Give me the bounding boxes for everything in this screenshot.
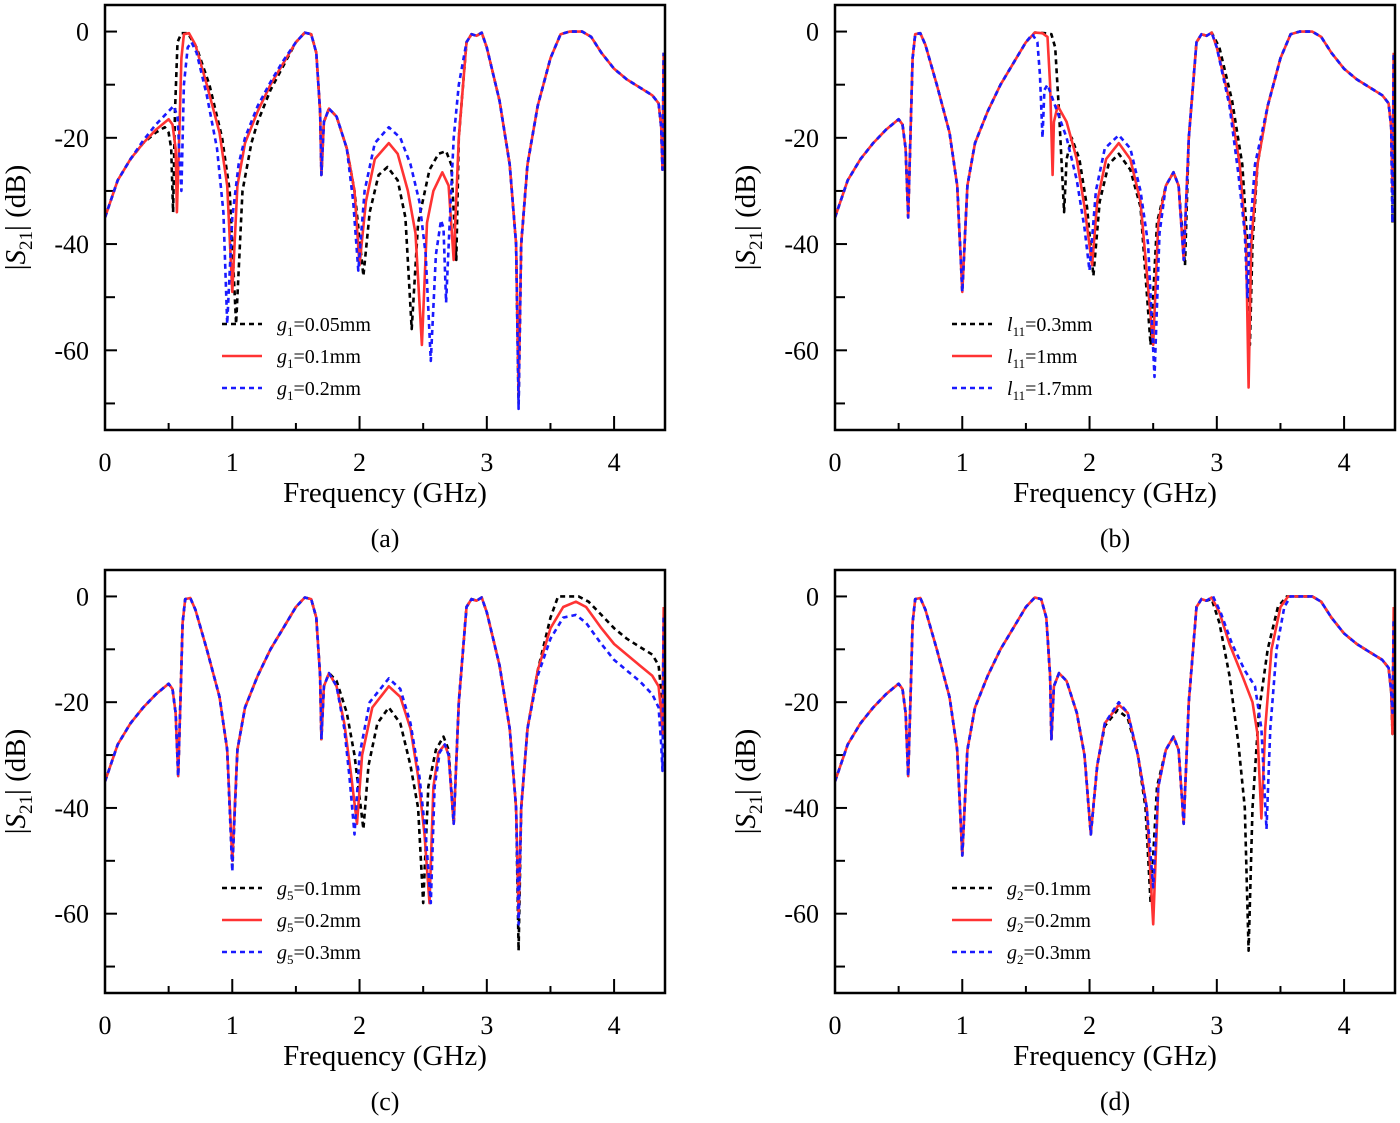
legend-label: g2=0.1mm — [1007, 878, 1091, 903]
legend-label: l11=1.7mm — [1007, 378, 1093, 403]
y-tick-label: -40 — [784, 230, 819, 259]
y-tick-label: -40 — [54, 230, 89, 259]
legend: g1=0.05mm g1=0.1mm g1=0.2mm — [222, 314, 371, 403]
y-tick-label: -60 — [54, 900, 89, 929]
y-tick-label: -20 — [784, 688, 819, 717]
series-line-blue — [105, 596, 665, 926]
legend-label: g2=0.2mm — [1007, 910, 1091, 935]
y-tick-label: -20 — [54, 688, 89, 717]
plot-frame — [833, 568, 1397, 995]
y-tick-label: -40 — [54, 794, 89, 823]
x-tick-label: 1 — [226, 1011, 239, 1040]
x-tick-label: 4 — [608, 1011, 621, 1040]
x-tick-label: 2 — [353, 1011, 366, 1040]
legend-label: l11=0.3mm — [1007, 314, 1093, 339]
x-tick-label: 3 — [480, 1011, 493, 1040]
series-line-blue — [105, 30, 665, 411]
panel-b: 0 1 2 3 4 0 -20 -40 -60 l11=0.3mm l11=1mm l11=1.7mm… — [730, 3, 1397, 553]
panel-caption: (b) — [1100, 524, 1130, 553]
panel-caption: (d) — [1100, 1087, 1130, 1116]
series-line-black — [105, 30, 665, 405]
legend-label: l11=1mm — [1007, 346, 1078, 371]
x-tick-label: 0 — [99, 1011, 112, 1040]
panel-caption: (c) — [371, 1087, 400, 1116]
x-tick-label: 2 — [353, 448, 366, 477]
x-tick-label: 3 — [1210, 1011, 1223, 1040]
x-tick-label: 0 — [829, 1011, 842, 1040]
legend: g2=0.1mm g2=0.2mm g2=0.3mm — [952, 878, 1091, 967]
series-line-blue — [835, 30, 1395, 379]
legend: l11=0.3mm l11=1mm l11=1.7mm — [952, 314, 1093, 403]
panel-d: 0 1 2 3 4 0 -20 -40 -60 g2=0.1mm g2=0.2mm g2=0.3mm F… — [730, 568, 1397, 1116]
x-tick-label: 3 — [1210, 448, 1223, 477]
legend-label: g5=0.2mm — [277, 910, 361, 935]
y-tick-label: -20 — [784, 124, 819, 153]
legend-label: g5=0.3mm — [277, 942, 361, 967]
x-tick-label: 3 — [480, 448, 493, 477]
series-line-black — [835, 30, 1395, 347]
y-axis-label: |S21| (dB) — [0, 729, 37, 835]
x-tick-label: 4 — [608, 448, 621, 477]
legend: g5=0.1mm g5=0.2mm g5=0.3mm — [222, 878, 361, 967]
y-tick-label: 0 — [806, 582, 819, 611]
series-line-black — [105, 595, 665, 953]
x-tick-label: 2 — [1083, 1011, 1096, 1040]
y-axis-label: |S21| (dB) — [730, 165, 767, 271]
panel-caption: (a) — [371, 524, 400, 553]
x-axis-label: Frequency (GHz) — [1013, 477, 1217, 509]
y-axis-label: |S21| (dB) — [0, 165, 37, 271]
series-line-blue — [835, 595, 1395, 889]
legend-label: g1=0.1mm — [277, 346, 361, 371]
y-tick-label: 0 — [76, 18, 89, 47]
y-tick-label: 0 — [806, 18, 819, 47]
x-axis-label: Frequency (GHz) — [1013, 1040, 1217, 1072]
x-tick-label: 1 — [956, 448, 969, 477]
legend-label: g1=0.05mm — [277, 314, 371, 339]
legend-label: g5=0.1mm — [277, 878, 361, 903]
x-tick-label: 4 — [1338, 448, 1351, 477]
series-line-red — [835, 595, 1395, 926]
panel-a: 0 1 2 3 4 0 -20 -40 -60 g1=0.05mm g1=0.1mm g1=0.2mm… — [0, 3, 667, 553]
series-line-black — [835, 595, 1395, 953]
x-tick-label: 1 — [956, 1011, 969, 1040]
y-tick-label: -20 — [54, 124, 89, 153]
legend-label: g1=0.2mm — [277, 378, 361, 403]
x-axis-label: Frequency (GHz) — [283, 477, 487, 509]
plot-frame — [103, 3, 667, 432]
x-tick-label: 4 — [1338, 1011, 1351, 1040]
panel-c: 0 1 2 3 4 0 -20 -40 -60 g5=0.1mm g5=0.2mm g5=0.3mm F… — [0, 568, 667, 1116]
plot-frame — [833, 3, 1397, 432]
series-line-red — [105, 596, 665, 916]
x-axis-label: Frequency (GHz) — [283, 1040, 487, 1072]
y-tick-label: -60 — [54, 336, 89, 365]
x-tick-label: 2 — [1083, 448, 1096, 477]
series-line-red — [105, 30, 665, 395]
y-tick-label: -40 — [784, 794, 819, 823]
y-tick-label: -60 — [784, 336, 819, 365]
legend-label: g2=0.3mm — [1007, 942, 1091, 967]
x-tick-label: 0 — [829, 448, 842, 477]
plot-frame — [103, 568, 667, 995]
y-tick-label: 0 — [76, 582, 89, 611]
x-tick-label: 0 — [99, 448, 112, 477]
y-tick-label: -60 — [784, 900, 819, 929]
x-tick-label: 1 — [226, 448, 239, 477]
series-line-red — [835, 30, 1395, 389]
y-axis-label: |S21| (dB) — [730, 729, 767, 835]
